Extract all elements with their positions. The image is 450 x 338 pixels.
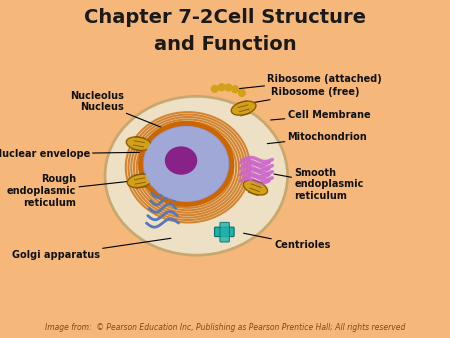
Ellipse shape — [165, 146, 197, 175]
Text: Nucleolus
Nucleus: Nucleolus Nucleus — [70, 91, 164, 128]
Text: Image from:  © Pearson Education Inc, Publishing as Pearson Prentice Hall; All r: Image from: © Pearson Education Inc, Pub… — [45, 323, 405, 332]
Ellipse shape — [126, 137, 151, 150]
Ellipse shape — [127, 174, 153, 188]
FancyBboxPatch shape — [220, 222, 230, 242]
Text: Rough
endoplasmic
reticulum: Rough endoplasmic reticulum — [7, 174, 149, 208]
Text: Cell Membrane: Cell Membrane — [270, 110, 370, 120]
Text: Golgi apparatus: Golgi apparatus — [12, 238, 171, 260]
FancyBboxPatch shape — [215, 227, 234, 237]
Ellipse shape — [105, 96, 288, 255]
Ellipse shape — [243, 180, 268, 195]
Ellipse shape — [231, 101, 256, 115]
Text: Smooth
endoplasmic
reticulum: Smooth endoplasmic reticulum — [274, 168, 364, 201]
Text: Ribosome (free): Ribosome (free) — [250, 87, 359, 103]
Text: Ribosome (attached): Ribosome (attached) — [230, 74, 382, 90]
Ellipse shape — [144, 126, 228, 201]
Circle shape — [225, 84, 232, 91]
Text: Nuclear envelope: Nuclear envelope — [0, 149, 156, 159]
Circle shape — [212, 86, 218, 92]
Text: Mitochondrion: Mitochondrion — [267, 132, 367, 144]
Circle shape — [218, 84, 225, 91]
Circle shape — [238, 90, 245, 96]
Circle shape — [232, 86, 238, 93]
Text: Centrioles: Centrioles — [243, 233, 330, 250]
Text: and Function: and Function — [154, 35, 296, 54]
Ellipse shape — [140, 123, 232, 204]
Text: Chapter 7-2Cell Structure: Chapter 7-2Cell Structure — [84, 8, 366, 27]
